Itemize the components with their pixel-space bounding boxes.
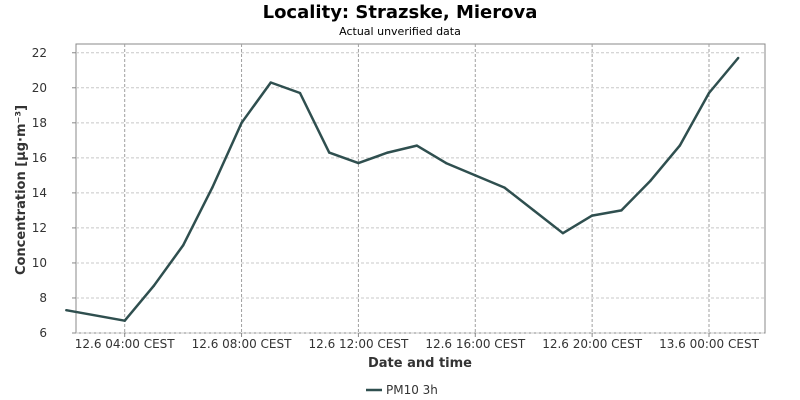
y-tick-label: 10 [32,256,47,270]
x-tick-label: 12.6 16:00 CEST [425,337,526,351]
x-tick-label: 12.6 12:00 CEST [308,337,409,351]
x-tick-label: 12.6 04:00 CEST [75,337,176,351]
chart-subtitle: Actual unverified data [339,25,461,38]
series-group [65,56,740,322]
data-point [152,284,156,287]
data-point [386,151,389,154]
x-tick-label: 13.6 00:00 CEST [659,337,760,351]
y-tick-label: 16 [32,151,47,165]
data-point [444,161,448,165]
data-point [707,91,711,95]
y-tick-label: 18 [32,116,47,130]
data-point [269,81,272,84]
chart-title: Locality: Strazske, Mierova [263,2,538,23]
data-point [298,91,302,95]
x-tick-label: 12.6 08:00 CEST [192,337,293,351]
y-tick-label: 20 [32,81,47,95]
x-tick-label: 12.6 20:00 CEST [542,337,643,351]
plot-area [75,43,766,334]
y-axis-title: Concentration [µg·m⁻³] [14,105,29,275]
data-point [503,186,506,189]
data-point [357,161,360,165]
y-axis-ticks: 6 8 10 12 14 16 18 20 22 [32,46,76,340]
data-point [415,144,419,147]
x-gridlines [124,44,710,333]
data-point [620,209,623,212]
y-tick-label: 8 [39,291,47,305]
data-point [123,319,126,322]
y-tick-label: 14 [32,186,47,200]
data-point [561,231,565,235]
x-axis-title: Date and time [368,356,472,371]
data-point [474,174,477,177]
data-point [211,186,214,189]
legend-label: PM10 3h [386,383,438,397]
data-point [590,214,594,217]
data-point [678,144,681,147]
y-tick-label: 22 [32,46,47,60]
y-tick-label: 6 [39,326,47,340]
data-point [65,309,68,312]
data-point [737,56,740,60]
data-point [181,244,185,247]
data-point [328,151,331,154]
x-axis-ticks: 12.6 04:00 CEST 12.6 08:00 CEST 12.6 12:00… [75,333,760,351]
y-tick-label: 12 [32,221,47,235]
data-point [649,179,652,182]
data-point [240,121,243,125]
data-point [532,209,535,212]
legend: PM10 3h [366,383,438,397]
